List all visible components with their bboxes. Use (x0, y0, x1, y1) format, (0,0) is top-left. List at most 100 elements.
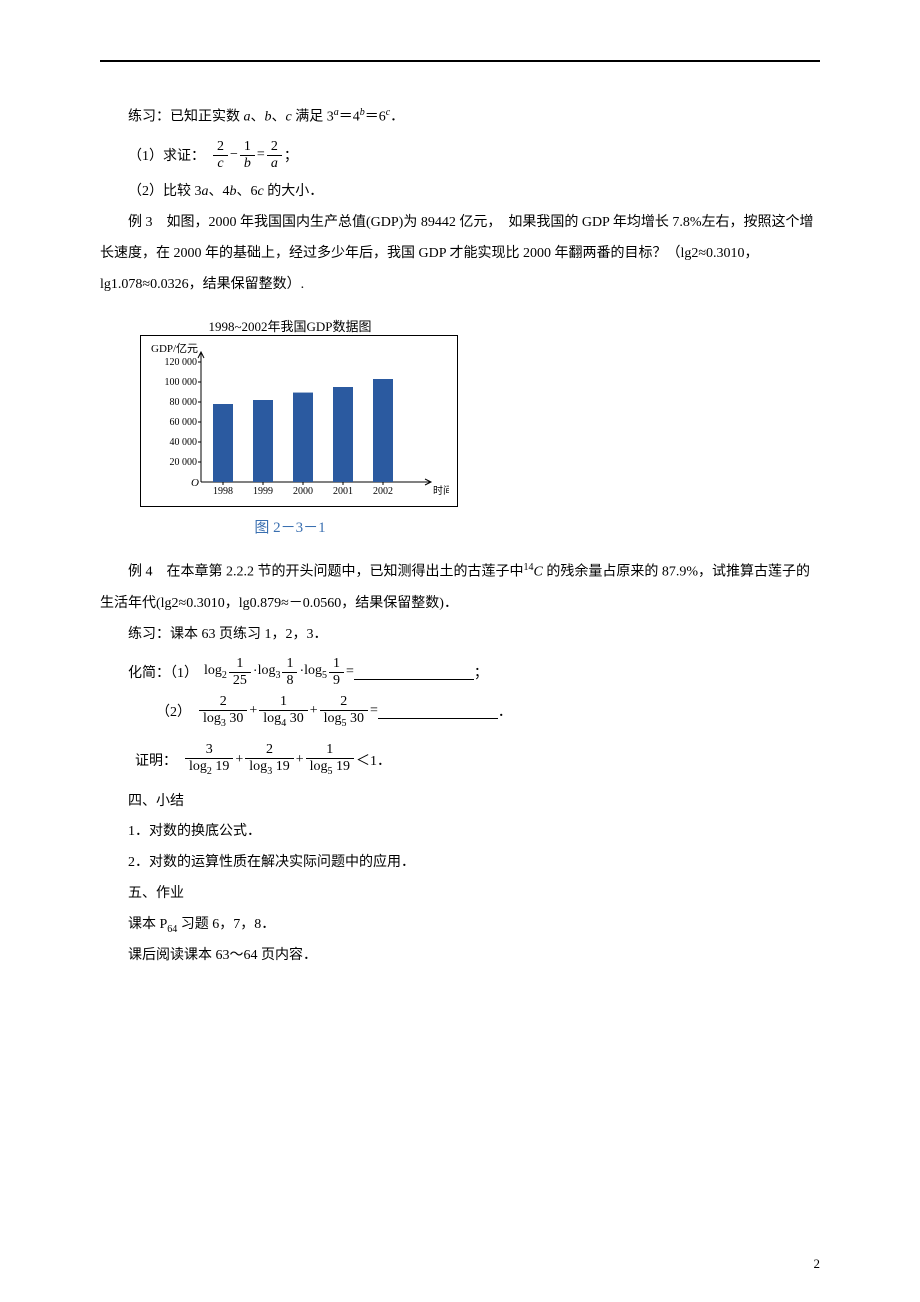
num: 3 (185, 742, 233, 758)
page-sub: 64 (167, 924, 177, 935)
page: 练习：已知正实数 a、b、c 满足 3a＝4b＝6c． （1）求证： 2 c −… (0, 0, 920, 1302)
label: 化简：（1） (128, 662, 198, 682)
isotope-elem: C (534, 565, 543, 580)
num: 2 (267, 139, 282, 155)
answer-blank-1[interactable] (354, 665, 474, 680)
num: 2 (245, 742, 293, 758)
den: 25 (229, 673, 251, 688)
plus: + (235, 752, 243, 768)
svg-text:2000: 2000 (293, 486, 313, 497)
text: ＝6 (365, 110, 386, 125)
svg-text:1999: 1999 (253, 486, 273, 497)
arg-3: 19 (329, 656, 344, 688)
svg-text:GDP/亿元: GDP/亿元 (151, 342, 198, 355)
arg: 30 (350, 711, 364, 726)
svg-text:40 000: 40 000 (170, 437, 198, 448)
base: 2 (207, 766, 212, 777)
log-3: log5 (304, 663, 327, 681)
ex3-text: 例 3 如图，2000 年我国国内生产总值(GDP)为 89442 亿元， 如果… (100, 208, 820, 300)
label: （2） (156, 701, 191, 721)
base: 5 (322, 670, 327, 681)
den: 9 (329, 673, 344, 688)
text: 练习：已知正实数 (128, 110, 244, 125)
log-2: log3 (258, 663, 281, 681)
label: 例 4 (128, 565, 153, 580)
svg-text:20 000: 20 000 (170, 457, 198, 468)
minus: − (230, 147, 238, 163)
summary-item-1: 1．对数的换底公式． (100, 817, 820, 848)
text: ． (390, 110, 404, 125)
figure-caption: 图 2－3－1 (140, 516, 440, 537)
label: 例 3 (128, 215, 153, 230)
arg-2: 18 (282, 656, 297, 688)
tail: ； (474, 662, 488, 682)
ex1-part1: （1）求证： 2 c − 1 b = 2 a ； (128, 139, 820, 171)
den: log2 19 (185, 759, 233, 777)
term-b: 1 log4 30 (259, 694, 307, 728)
vars: a (244, 110, 251, 125)
text: 满足 3 (292, 110, 334, 125)
simplify-2: （2） 2 log3 30 + 1 log4 30 + 2 log5 30 = … (156, 694, 820, 728)
base: 3 (267, 766, 272, 777)
term-c: 1 log5 19 (306, 742, 354, 776)
equals: = (346, 664, 354, 680)
ex4-text: 例 4 在本章第 2.2.2 节的开头问题中，已知测得出土的古莲子中14C 的残… (100, 557, 820, 619)
num: 1 (240, 139, 255, 155)
arg: 19 (215, 759, 229, 774)
answer-blank-2[interactable] (378, 704, 498, 719)
lt1: ＜1． (356, 750, 391, 770)
svg-text:80 000: 80 000 (170, 397, 198, 408)
arg: 19 (276, 759, 290, 774)
num: 1 (306, 742, 354, 758)
equals: = (370, 703, 378, 719)
svg-text:60 000: 60 000 (170, 417, 198, 428)
label: 证明： (135, 750, 177, 770)
isotope-sup: 14 (524, 562, 534, 573)
den: log4 30 (259, 711, 307, 729)
num: 2 (199, 694, 247, 710)
num: 2 (320, 694, 368, 710)
summary-heading: 四、小结 (100, 787, 820, 818)
vars: b (265, 110, 272, 125)
arg: 19 (336, 759, 350, 774)
summary-item-2: 2．对数的运算性质在解决实际问题中的应用． (100, 848, 820, 879)
num: 1 (282, 656, 297, 672)
prove-line: 证明： 3 log2 19 + 2 log3 19 + 1 log5 19 ＜1… (128, 742, 820, 776)
plus: + (310, 703, 318, 719)
arg: 30 (290, 711, 304, 726)
frac-1: 2 c (213, 139, 228, 171)
arg-1: 125 (229, 656, 251, 688)
plus: + (249, 703, 257, 719)
equals: = (257, 147, 265, 163)
top-rule (100, 60, 820, 62)
num: 2 (213, 139, 228, 155)
den: b (240, 156, 255, 171)
svg-text:2001: 2001 (333, 486, 353, 497)
homework-heading: 五、作业 (100, 879, 820, 910)
den: a (267, 156, 282, 171)
term-a: 3 log2 19 (185, 742, 233, 776)
base: 3 (221, 717, 226, 728)
arg: 30 (229, 711, 243, 726)
gdp-chart: 1998~2002年我国GDP数据图 GDP/亿元120 000100 0008… (140, 316, 820, 537)
num: 1 (229, 656, 251, 672)
homework-item-2: 课后阅读课本 63～64 页内容． (100, 941, 820, 972)
term-a: 2 log3 30 (199, 694, 247, 728)
simplify-1: 化简：（1） log2 125 · log3 18 · log5 19 = ； (128, 656, 820, 688)
svg-text:120 000: 120 000 (165, 357, 198, 368)
den: c (213, 156, 228, 171)
den: log5 30 (320, 711, 368, 729)
body: 如图，2000 年我国国内生产总值(GDP)为 89442 亿元， 如果我国的 … (100, 215, 813, 292)
svg-text:2002: 2002 (373, 486, 393, 497)
plus: + (296, 752, 304, 768)
tail: 习题 6，7，8． (177, 917, 275, 932)
base: 3 (275, 670, 280, 681)
num: 1 (329, 656, 344, 672)
svg-text:100 000: 100 000 (165, 377, 198, 388)
ex1-part2: （2）比较 3a、4b、6c 的大小． (100, 177, 820, 208)
body: 在本章第 2.2.2 节的开头问题中，已知测得出土的古莲子中 (153, 565, 524, 580)
svg-text:1998: 1998 (213, 486, 233, 497)
ex1-intro: 练习：已知正实数 a、b、c 满足 3a＝4b＝6c． (100, 102, 820, 133)
den: log3 19 (245, 759, 293, 777)
den: log5 19 (306, 759, 354, 777)
